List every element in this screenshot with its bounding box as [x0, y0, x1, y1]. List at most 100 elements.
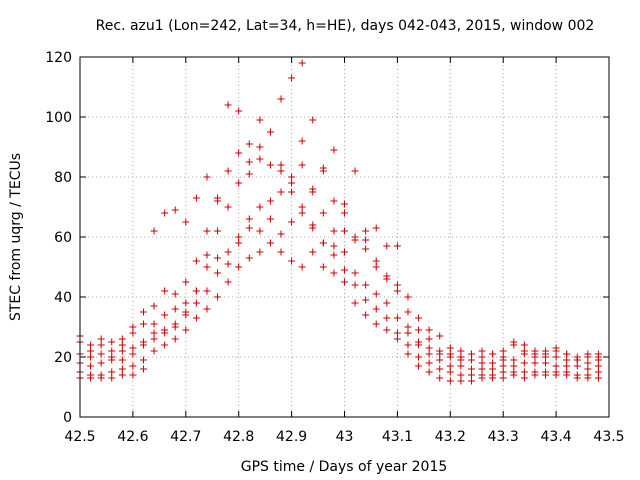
- data-point: [383, 299, 391, 307]
- data-point: [118, 371, 126, 379]
- data-point: [118, 365, 126, 373]
- axis-ticks: 42.5 42.6 42.7 42.8 42.9 43 43.1 43.2 43.3 43.4 43…: [45, 50, 624, 445]
- data-point: [203, 173, 211, 181]
- data-point: [393, 242, 401, 250]
- data-point: [192, 287, 200, 295]
- data-point: [277, 167, 285, 175]
- x-tick-label: 42.6: [117, 429, 148, 445]
- data-point: [139, 308, 147, 316]
- data-point: [224, 203, 232, 211]
- y-tick-label: 120: [45, 50, 72, 66]
- data-point: [584, 365, 592, 373]
- data-point: [478, 347, 486, 355]
- data-point: [372, 257, 380, 265]
- data-point: [425, 350, 433, 358]
- data-point: [235, 239, 243, 247]
- data-point: [372, 320, 380, 328]
- data-point: [341, 227, 348, 235]
- data-point: [542, 371, 550, 379]
- data-point: [341, 278, 348, 286]
- data-point: [362, 311, 370, 319]
- data-point: [330, 197, 338, 205]
- data-point: [97, 374, 105, 382]
- data-point: [520, 347, 528, 355]
- data-point: [319, 239, 327, 247]
- data-point: [235, 263, 243, 271]
- data-point: [499, 362, 507, 370]
- data-point: [139, 356, 147, 364]
- data-point: [150, 302, 158, 310]
- x-tick-label: 42.9: [276, 429, 307, 445]
- data-point: [309, 221, 317, 229]
- data-point: [129, 329, 137, 337]
- data-point: [298, 209, 306, 217]
- data-point: [415, 353, 423, 361]
- data-point: [266, 161, 274, 169]
- data-point: [510, 371, 518, 379]
- data-point: [245, 224, 253, 232]
- data-point: [415, 341, 423, 349]
- data-point: [139, 365, 147, 373]
- data-point: [489, 365, 497, 373]
- data-point: [467, 356, 475, 364]
- data-point: [520, 374, 528, 382]
- data-point: [277, 230, 285, 238]
- data-point: [393, 281, 401, 289]
- data-point: [510, 362, 518, 370]
- data-point: [161, 329, 169, 337]
- data-point: [393, 287, 401, 295]
- data-point: [256, 143, 264, 151]
- data-point: [584, 374, 592, 382]
- data-point: [97, 341, 105, 349]
- data-point: [330, 251, 338, 259]
- x-tick-label: 43: [336, 429, 354, 445]
- data-point: [425, 359, 433, 367]
- data-point: [266, 128, 274, 136]
- data-point: [277, 161, 285, 169]
- data-point: [552, 371, 560, 379]
- data-point: [288, 74, 296, 82]
- data-point: [341, 200, 348, 208]
- data-point: [404, 341, 412, 349]
- data-point: [97, 359, 105, 367]
- data-point: [436, 356, 444, 364]
- data-point: [108, 338, 116, 346]
- data-point: [520, 341, 528, 349]
- data-point: [288, 179, 296, 187]
- data-point: [372, 305, 380, 313]
- data-point: [182, 299, 190, 307]
- data-point: [393, 329, 401, 337]
- data-point: [383, 275, 391, 283]
- data-point: [309, 116, 317, 124]
- data-point: [288, 188, 296, 196]
- data-point: [97, 335, 105, 343]
- data-point: [446, 362, 454, 370]
- data-point: [87, 374, 95, 382]
- data-point: [161, 287, 169, 295]
- x-tick-label: 42.7: [170, 429, 201, 445]
- data-point: [372, 290, 380, 298]
- data-point: [214, 227, 222, 235]
- data-point: [415, 326, 423, 334]
- data-point: [203, 227, 211, 235]
- data-point: [510, 356, 518, 364]
- data-point: [139, 320, 147, 328]
- data-point: [235, 107, 243, 115]
- data-point: [404, 293, 412, 301]
- data-point: [489, 374, 497, 382]
- data-point: [330, 146, 338, 154]
- data-point: [214, 254, 222, 262]
- data-point: [245, 158, 253, 166]
- data-point: [330, 227, 338, 235]
- data-point: [531, 359, 539, 367]
- data-point: [288, 173, 296, 181]
- data-point: [383, 314, 391, 322]
- data-point: [584, 350, 592, 358]
- data-point: [362, 236, 370, 244]
- data-point: [87, 347, 95, 355]
- data-point: [224, 167, 232, 175]
- data-point: [542, 347, 550, 355]
- data-point: [298, 263, 306, 271]
- data-point: [256, 155, 264, 163]
